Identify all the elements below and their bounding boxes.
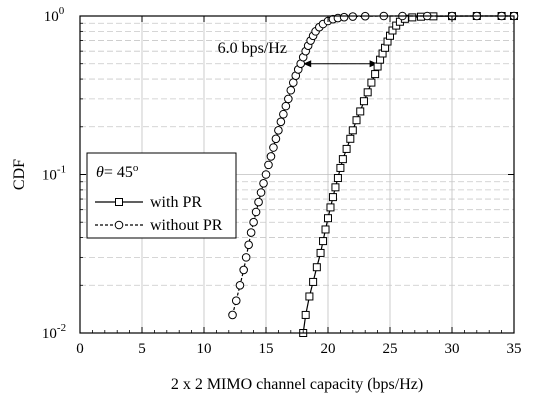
circle-marker	[228, 310, 237, 320]
circle-marker	[274, 126, 283, 135]
circle-marker	[276, 117, 286, 127]
circle-marker	[246, 228, 256, 237]
legend-box	[86, 152, 237, 239]
capacity-gap-label: 6.0 bps/Hz	[218, 40, 287, 57]
square-marker	[348, 126, 357, 135]
x-tick-label: 0	[76, 341, 84, 357]
theta-value: = 45	[104, 164, 133, 181]
x-tick-label: 25	[383, 341, 398, 357]
square-marker	[338, 155, 347, 164]
circle-marker	[271, 134, 281, 144]
legend: θ= 45o with PR without PR	[86, 152, 237, 239]
arrow-head-left	[303, 60, 312, 68]
circle-marker	[241, 253, 251, 262]
y-axis-label: CDF	[11, 159, 28, 190]
circle-marker	[279, 109, 288, 119]
square-marker	[319, 237, 328, 246]
square-marker	[336, 163, 345, 172]
legend-label-without-pr: without PR	[150, 217, 223, 234]
theta-symbol: θ	[96, 164, 104, 181]
y-tick-label: 10-1	[42, 164, 66, 184]
square-marker	[356, 107, 365, 116]
circle-marker	[231, 296, 241, 305]
square-marker	[321, 225, 330, 234]
circle-marker	[269, 143, 278, 152]
square-marker	[301, 310, 310, 319]
y-tick-exponent: -2	[57, 322, 66, 334]
square-marker	[333, 174, 342, 183]
legend-entry-with-pr: with PR	[95, 194, 202, 211]
x-tick-label: 30	[445, 341, 460, 357]
square-marker	[305, 292, 314, 301]
circle-marker	[249, 217, 258, 227]
y-tick-exponent: 0	[59, 5, 65, 17]
square-marker	[363, 88, 372, 97]
y-tick-label: 100	[44, 5, 65, 25]
square-marker	[312, 263, 321, 272]
square-marker	[342, 144, 351, 153]
square-marker-icon	[115, 198, 123, 206]
circle-marker	[284, 94, 293, 104]
y-tick-label: 10-2	[42, 322, 66, 342]
series-line-without-pr	[231, 15, 514, 316]
circle-marker	[259, 178, 268, 188]
x-tick-label: 5	[138, 341, 146, 357]
circle-marker	[264, 160, 273, 170]
square-marker	[408, 13, 417, 22]
series	[228, 11, 519, 337]
legend-title: θ= 45o	[96, 162, 139, 181]
circle-marker	[266, 152, 276, 161]
circle-marker	[235, 280, 245, 290]
x-axis-label: 2 x 2 MIMO channel capacity (bps/Hz)	[171, 376, 423, 393]
square-marker	[326, 203, 335, 212]
square-marker	[359, 97, 368, 106]
square-marker	[371, 70, 380, 79]
y-tick-base: 10	[42, 168, 57, 184]
x-tick-label: 15	[259, 341, 274, 357]
square-marker	[352, 116, 361, 125]
x-tick-label: 20	[321, 341, 336, 357]
circle-marker	[254, 197, 263, 207]
degree-superscript: o	[133, 162, 139, 174]
circle-marker	[281, 101, 291, 111]
legend-label-with-pr: with PR	[150, 194, 202, 211]
square-marker	[328, 193, 337, 202]
square-marker	[316, 248, 325, 257]
circle-marker	[261, 170, 271, 179]
legend-entry-without-pr: without PR	[95, 217, 223, 234]
annotation: 6.0 bps/Hz	[218, 40, 378, 68]
circle-marker	[286, 85, 296, 95]
y-tick-base: 10	[42, 326, 57, 342]
circle-marker	[239, 265, 248, 275]
y-tick-exponent: -1	[57, 164, 66, 176]
circle-marker	[256, 188, 266, 197]
circle-marker	[244, 240, 253, 250]
circle-marker-icon	[114, 220, 124, 230]
y-tick-base: 10	[44, 9, 59, 25]
square-marker	[367, 78, 376, 87]
square-marker	[309, 277, 318, 286]
x-tick-label: 35	[507, 341, 522, 357]
square-marker	[346, 134, 355, 143]
circle-marker	[251, 207, 261, 217]
circle-marker	[339, 12, 349, 22]
square-marker	[373, 62, 382, 71]
square-marker	[324, 214, 332, 223]
x-tick-label: 10	[197, 341, 212, 357]
square-marker	[331, 183, 340, 192]
